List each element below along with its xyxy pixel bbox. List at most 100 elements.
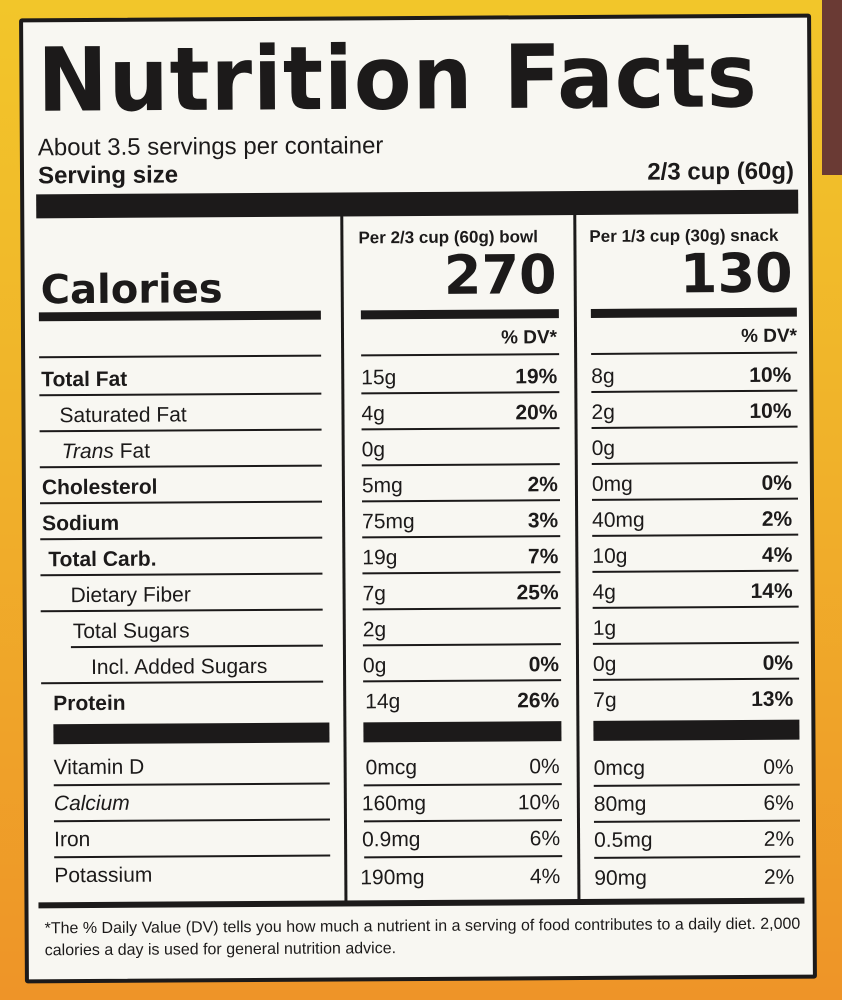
calcium-italic: Calcium: [53, 791, 130, 816]
bowl-dv: 10%: [517, 791, 560, 815]
bowl-dv: 4%: [529, 865, 561, 889]
snack-amount: 8g: [591, 364, 615, 388]
row-rule: [591, 461, 798, 465]
vitamin-label: Iron: [54, 828, 91, 852]
nutrient-row-trans-fat: Trans Fat 0g 0g: [23, 18, 807, 463]
bowl-amount: 160mg: [361, 791, 427, 816]
vitamin-row-potassium: Potassium 190mg 4% 90mg 2%: [23, 18, 807, 890]
serving-size-value: 2/3 cup (60g): [647, 157, 795, 186]
nutrient-label: Dietary Fiber: [70, 583, 191, 608]
row-rule: [592, 605, 799, 609]
row-rule: [361, 353, 560, 357]
row-rule: [40, 500, 323, 505]
vitamin-label: Calcium: [54, 792, 130, 816]
row-rule: [40, 608, 323, 613]
protein-divider-left: [53, 722, 330, 745]
nutrient-row-total-sugars: Total Sugars 2g 1g: [23, 18, 807, 643]
nutrient-row-protein: Protein 14g 26% 7g 13%: [23, 18, 807, 716]
snack-amount: 1g: [592, 616, 617, 640]
row-rule: [591, 389, 798, 393]
row-rule: [593, 819, 800, 823]
vitamin-row-iron: Iron 0.9mg 6% 0.5mg 2%: [23, 18, 807, 852]
row-rule: [591, 351, 798, 355]
dv-header-bowl: % DV*: [500, 327, 558, 349]
row-rule: [593, 677, 800, 681]
snack-amount: 40mg: [592, 508, 645, 532]
calories-divider-bowl: [360, 309, 559, 320]
vitamin-label: Vitamin D: [53, 755, 145, 780]
bowl-amount: 14g: [365, 690, 401, 714]
protein-divider-snack: [593, 719, 800, 741]
nutrition-facts-panel: Nutrition Facts About 3.5 servings per c…: [19, 13, 817, 984]
row-rule: [364, 855, 563, 859]
bowl-dv: 3%: [527, 509, 559, 533]
nutrient-label: Total Carb.: [48, 547, 157, 572]
snack-dv: 13%: [751, 687, 794, 711]
row-rule: [362, 535, 561, 539]
row-rule: [591, 425, 798, 429]
calories-snack: 130: [679, 241, 793, 306]
nutrient-row-total-fat: Total Fat 15g 19% 8g 10%: [23, 18, 807, 392]
row-rule: [362, 643, 561, 647]
row-rule: [592, 533, 799, 537]
snack-amount: 10g: [592, 544, 628, 568]
snack-amount: 0.5mg: [594, 828, 653, 852]
row-rule: [594, 855, 801, 859]
row-rule: [361, 463, 560, 467]
nutrient-row-sodium: Sodium 75mg 3% 40mg 2%: [23, 18, 807, 536]
bowl-amount: 7g: [362, 582, 387, 606]
nutrient-label: Trans Fat: [62, 440, 150, 465]
nutrient-label: Total Fat: [41, 367, 128, 392]
bowl-amount: 0g: [362, 654, 387, 678]
dv-header-snack: % DV*: [740, 325, 798, 348]
snack-dv: 10%: [749, 363, 792, 387]
row-rule: [363, 679, 562, 683]
row-rule: [40, 536, 323, 541]
row-rule: [592, 641, 799, 645]
bowl-dv: 0%: [528, 653, 560, 677]
snack-dv: 10%: [749, 399, 792, 423]
row-rule: [70, 644, 323, 649]
snack-amount: 0mcg: [593, 756, 646, 780]
column-divider-bowl: [340, 216, 348, 903]
calories-label: Calories: [40, 266, 223, 314]
row-rule: [362, 571, 561, 575]
bowl-dv: 6%: [529, 827, 561, 851]
row-rule: [592, 497, 799, 501]
row-rule: [53, 782, 330, 787]
row-rule: [54, 854, 331, 859]
row-rule: [40, 572, 323, 577]
snack-dv: 6%: [763, 791, 794, 815]
nutrient-label: Saturated Fat: [59, 403, 187, 428]
footnote-divider: [38, 897, 805, 909]
calories-divider-snack: [590, 307, 797, 318]
snack-dv: 0%: [763, 755, 794, 779]
protein-divider-bowl: [363, 721, 562, 743]
snack-dv: 2%: [763, 865, 795, 889]
nutrient-row-saturated-fat: Saturated Fat 4g 20% 2g 10%: [23, 18, 807, 427]
row-rule: [53, 818, 330, 823]
bowl-amount: 0g: [361, 438, 386, 462]
bowl-dv: 26%: [517, 689, 560, 713]
bowl-dv: 0%: [529, 755, 560, 779]
bowl-amount: 190mg: [360, 865, 425, 890]
row-rule: [39, 392, 322, 397]
snack-amount: 2g: [591, 400, 615, 424]
nutrient-label: Cholesterol: [41, 475, 158, 500]
snack-dv: 4%: [761, 543, 793, 567]
snack-amount: 0mg: [591, 472, 633, 496]
column-divider-snack: [573, 215, 581, 902]
bowl-amount: 15g: [361, 366, 397, 390]
servings-per-container: About 3.5 servings per container: [37, 132, 384, 162]
row-rule: [362, 607, 561, 611]
row-rule: [362, 499, 561, 503]
thick-divider-top: [36, 189, 799, 219]
snack-dv: 2%: [761, 507, 793, 531]
nutrient-label: Sodium: [42, 511, 120, 536]
vitamin-label: Potassium: [54, 863, 153, 888]
vitamin-row-vitamin-d: Vitamin D 0mcg 0% 0mcg 0%: [23, 18, 807, 780]
bowl-amount: 19g: [362, 546, 398, 570]
snack-amount: 80mg: [593, 792, 647, 816]
row-rule: [592, 569, 799, 573]
nutrient-row-cholesterol: Cholesterol 5mg 2% 0mg 0%: [23, 18, 807, 500]
